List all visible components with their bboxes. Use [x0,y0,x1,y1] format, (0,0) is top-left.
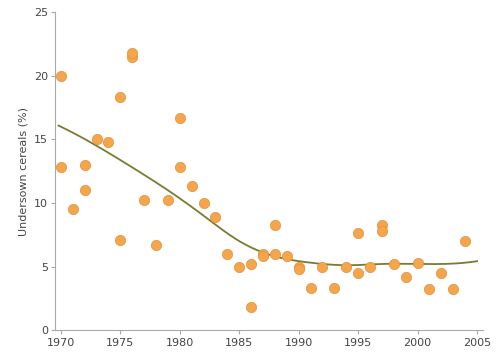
Point [92,136,100,142]
Point [378,222,386,228]
Point [402,274,409,280]
Point [188,183,196,189]
Point [69,206,77,212]
Point [176,165,184,170]
Point [426,286,434,292]
Point [414,260,422,266]
Point [224,251,232,257]
Point [57,73,65,79]
Point [330,285,338,291]
Point [200,200,207,206]
Point [294,264,302,269]
Point [378,228,386,234]
Point [354,270,362,276]
Point [342,264,350,269]
Point [450,286,458,292]
Point [140,198,148,203]
Point [318,264,326,269]
Point [271,251,279,257]
Point [306,285,314,291]
Point [104,139,112,145]
Point [390,261,398,267]
Y-axis label: Undersown cereals (%): Undersown cereals (%) [18,107,28,236]
Point [57,165,65,170]
Point [271,222,279,228]
Point [80,187,88,193]
Point [247,261,255,267]
Point [354,230,362,236]
Point [164,198,172,203]
Point [366,264,374,269]
Point [116,237,124,243]
Point [438,270,446,276]
Point [176,115,184,121]
Point [152,242,160,248]
Point [247,304,255,310]
Point [212,214,220,220]
Point [259,253,267,259]
Point [259,251,267,257]
Point [128,54,136,60]
Point [116,95,124,100]
Point [80,162,88,168]
Point [128,50,136,56]
Point [461,238,469,244]
Point [235,264,243,269]
Point [283,253,291,259]
Point [294,266,302,272]
